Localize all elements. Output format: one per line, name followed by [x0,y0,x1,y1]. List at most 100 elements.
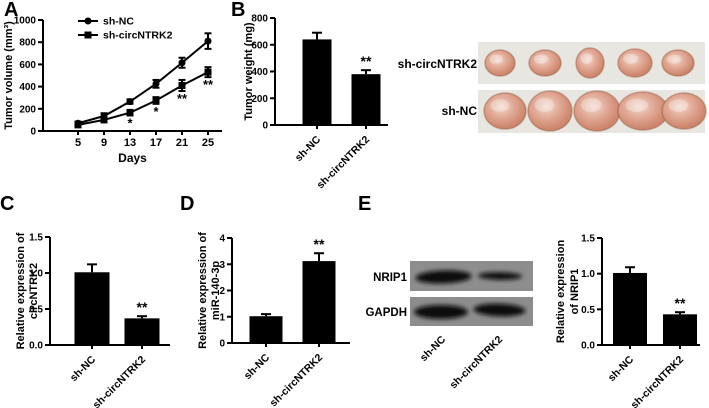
y-tick-label: 1 [219,312,225,323]
y-tick-label: 0.5 [29,305,43,316]
y-axis-title: miR-140-3p [210,261,222,321]
blot-lane-label: sh-circNTRK2 [448,334,506,392]
marker-circle-icon [178,59,186,67]
y-tick-label: 1.0 [29,269,43,280]
panel-label-b: B [231,0,246,21]
tumor-highlight [580,98,602,112]
marker-square-icon [178,81,186,89]
legend-label: sh-NC [103,16,134,28]
significance-marker: * [153,104,159,119]
y-tick-label: 3 [219,260,225,271]
y-axis-title: Tumor weight (mg) [243,22,255,121]
blot-protein-label: GAPDH [365,307,407,319]
protein-band [415,270,472,284]
significance-marker: ** [361,53,372,69]
y-tick-label: 1.0 [581,269,595,280]
y-tick-label: 4 [219,234,225,245]
y-tick-label: 0.0 [581,341,595,352]
marker-circle-icon [152,80,160,88]
marker-square-icon [152,96,160,104]
tumor [573,90,621,132]
tumor-highlight [623,53,639,64]
bar [249,316,283,343]
significance-marker: ** [177,91,188,106]
blot-protein-label: NRIP1 [373,272,407,284]
x-category-label: sh-NC [242,351,273,382]
y-tick-label: 400 [19,82,36,93]
x-category-label: sh-circNTRK2 [268,352,326,408]
y-tick-label: 1000 [14,16,37,27]
bar [74,272,110,345]
x-tick-label: 13 [124,137,136,149]
marker-square-icon [126,109,134,117]
tumor [575,47,605,79]
western-blot: NRIP1 GAPDH sh-NC sh-circNTRK2 [365,261,533,392]
tumor [483,92,527,130]
tumor [527,90,573,132]
y-axis-title: Relative expression [555,240,567,344]
x-tick-label: 25 [202,137,214,149]
marker-square-icon [100,116,108,124]
x-category-label: sh-NC [68,353,99,384]
legend-label: sh-circNTRK2 [103,30,173,42]
x-axis-title: Days [118,151,147,165]
protein-band [473,303,526,317]
significance-marker: ** [203,77,214,92]
x-tick-label: 5 [75,137,81,149]
y-tick-label: 800 [19,38,36,49]
tumor [484,49,516,77]
tumor [617,91,669,131]
y-tick-label: 400 [251,67,268,78]
y-tick-label: 0 [262,121,268,132]
nrip1-expression-bar-chart: 0.0 0.5 1.0 1.5 Relative expression of NRIP1 s… [555,234,700,408]
y-tick-label: 0 [219,339,225,350]
series-line [77,71,209,126]
mir-140-3p-expression-bar-chart: 0 1 2 3 4 Relative expression of miR-140-3p sh-… [197,232,350,408]
panel-label-c: C [0,193,15,215]
y-tick-label: 0.5 [581,305,595,316]
significance-marker: ** [137,299,148,315]
significance-marker: ** [314,236,325,252]
bar [302,261,336,343]
y-tick-label: 800 [251,14,268,25]
tumor [617,48,653,78]
y-tick-label: 200 [19,104,36,115]
marker-circle-icon [84,17,92,25]
tumor-highlight [490,99,510,112]
y-axis-title: Tumor volume (mm³) [3,21,15,130]
panel-label-d: D [180,193,195,215]
significance-marker: ** [675,295,686,311]
bar [613,272,647,345]
marker-circle-icon [204,37,212,45]
bar [351,74,381,125]
marker-square-icon [84,31,92,39]
tumor [661,49,695,77]
y-axis-title: of NRIP1 [569,269,581,315]
panel-label-e: E [358,193,372,215]
bar [663,314,697,345]
y-axis-title: circNTRK2 [28,263,40,319]
y-axis-title: Relative expression of [197,232,209,349]
tumor-highlight [580,53,593,64]
photo-row-label-sh-circntrk2: sh-circNTRK2 [397,57,477,71]
tumor-highlight [625,98,648,112]
tumor-highlight [666,54,682,64]
x-tick-label: 21 [176,137,188,149]
blot-lane-label: sh-NC [418,333,449,364]
x-category-label: sh-circNTRK2 [91,354,149,408]
tumor [661,92,707,130]
x-category-label: sh-NC [606,353,637,384]
y-tick-label: 600 [19,60,36,71]
protein-band [478,272,522,280]
marker-circle-icon [126,98,134,106]
significance-marker: * [127,115,133,130]
tumor [528,49,562,77]
tumor-highlight [668,99,689,112]
y-axis-title: Relative expression of [15,232,27,349]
y-tick-label: 0 [30,127,36,138]
x-category-label: sh-NC [293,133,324,164]
